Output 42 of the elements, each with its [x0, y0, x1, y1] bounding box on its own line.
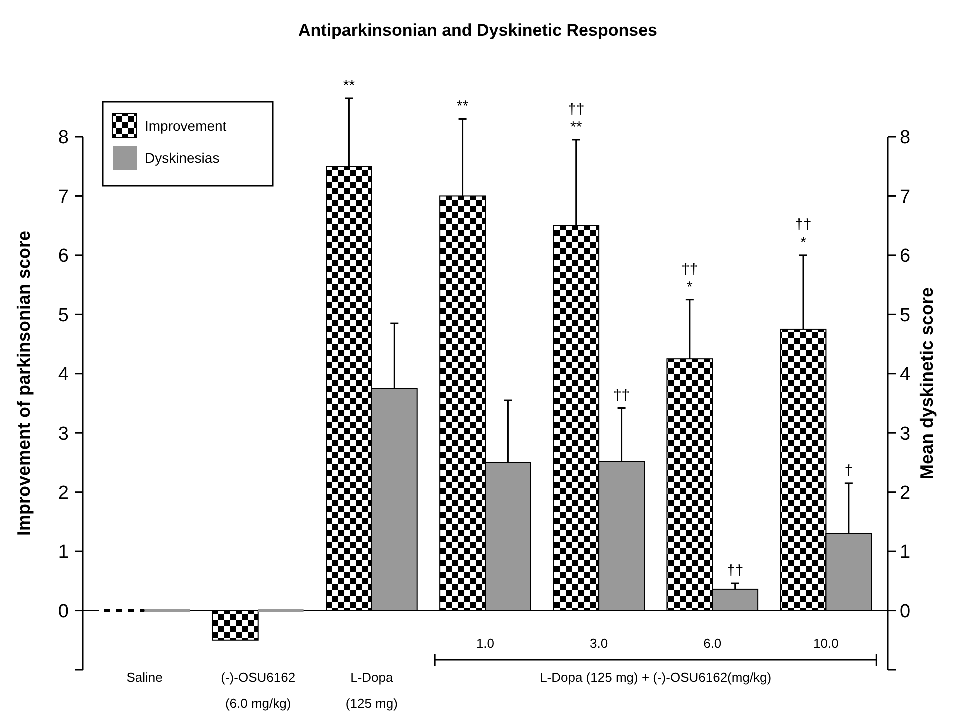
annotation: †: [844, 462, 854, 480]
annotation: *: [800, 234, 807, 252]
y2-axis-title: Mean dyskinetic score: [917, 287, 937, 480]
x-tick-label: (-)-OSU6162 (6.0 mg/kg): [221, 670, 296, 711]
y-tick-label: 8: [58, 128, 69, 149]
y2-tick-label: 1: [900, 542, 911, 564]
y2-tick-label: 4: [900, 364, 911, 386]
x-tick-label: Saline: [126, 670, 163, 685]
y2-tick-label: 7: [900, 186, 911, 208]
y2-tick-label: 0: [900, 601, 911, 622]
y-tick-label: 7: [58, 186, 69, 208]
y-tick-label: 3: [58, 424, 69, 445]
annotation: L-Dopa (125 mg) + (-)-OSU6162(mg/kg): [540, 670, 772, 685]
x-tick-label: 6.0: [704, 636, 722, 651]
y2-tick-label: 6: [900, 246, 911, 268]
annotation: ††: [682, 260, 698, 278]
text: **: [343, 78, 356, 95]
legend-label: Improvement: [145, 118, 227, 134]
y-tick-label: 0: [58, 601, 69, 622]
legend-label: Dyskinesias: [145, 150, 220, 166]
y-tick-label: 4: [58, 364, 70, 386]
y2-tick-label: 5: [900, 305, 911, 326]
annotation: ††: [613, 387, 630, 404]
y2-tick-label: 2: [900, 482, 911, 504]
text: **: [456, 98, 469, 116]
y-tick-label: 6: [58, 246, 69, 268]
y-tick-label: 2: [58, 482, 69, 504]
x-tick-label: 10.0: [814, 636, 839, 651]
x-tick-label: 1.0: [476, 636, 495, 651]
y-tick-label: 5: [58, 305, 69, 326]
y-axis-title: Improvement of parkinsonian score: [14, 230, 34, 536]
annotation: ††: [727, 562, 744, 580]
text: **: [570, 118, 582, 136]
y-tick-label: 1: [58, 542, 69, 564]
annotation: ††: [795, 216, 812, 234]
x-tick-label: L-Dopa (125 mg): [346, 670, 398, 711]
chart-title: Antiparkinsonian and Dyskinetic Responses: [298, 21, 658, 40]
y2-tick-label: 8: [900, 128, 911, 149]
x-tick-label: 3.0: [590, 636, 608, 651]
annotation: *: [687, 278, 694, 296]
y2-tick-label: 3: [900, 424, 911, 445]
text: ††: [568, 100, 585, 118]
